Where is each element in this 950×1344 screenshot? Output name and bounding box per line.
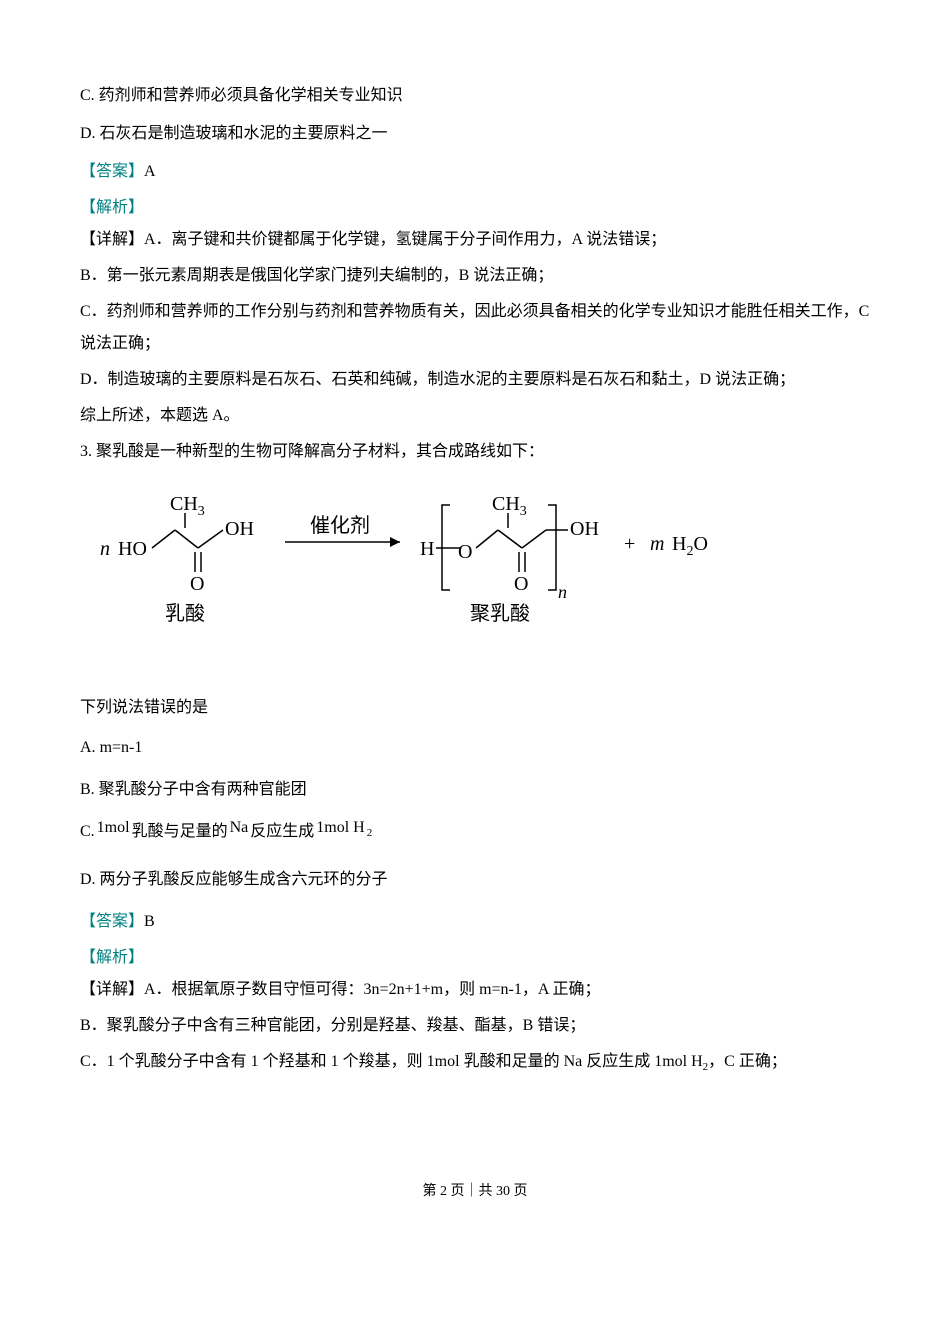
m-coeff: m: [650, 533, 664, 555]
h2o: H2O: [672, 533, 708, 559]
prod-bond-1: [476, 530, 498, 548]
q3-opt-c-prefix: C.: [80, 816, 95, 848]
q3-option-a: A. m=n-1: [80, 732, 870, 764]
q3-opt-c-1molh: 1mol H: [316, 812, 364, 844]
q2-option-d: D. 石灰石是制造玻璃和水泥的主要原料之一: [80, 118, 870, 150]
q2-detail-b: B．第一张元素周期表是俄国化学家门捷列夫编制的，B 说法正确；: [80, 260, 870, 292]
bond-1: [152, 530, 175, 548]
q3-detail-c-pre: C．1 个乳酸分子中含有 1 个羟基和 1 个羧基，则 1mol 乳酸和足量的 …: [80, 1053, 703, 1070]
q3-option-d: D. 两分子乳酸反应能够生成含六元环的分子: [80, 864, 870, 896]
arrow-head: [390, 537, 400, 547]
footer-post: 页: [510, 1184, 528, 1199]
q3-opt-c-h2: 2: [367, 822, 373, 844]
reactant-o: O: [190, 573, 204, 595]
q3-opt-c-na: Na: [230, 812, 249, 844]
q2-answer-row: 【答案】A: [80, 156, 870, 188]
reactant-ho: HO: [118, 538, 147, 560]
prod-bond-2: [498, 530, 522, 548]
q3-answer-label: 【答案】: [80, 913, 144, 930]
q3-detail-b: B．聚乳酸分子中含有三种官能团，分别是羟基、羧基、酯基，B 错误；: [80, 1010, 870, 1042]
q3-stem: 3. 聚乳酸是一种新型的生物可降解高分子材料，其合成路线如下：: [80, 436, 870, 468]
q3-analysis-label: 【解析】: [80, 942, 870, 974]
product-oh: OH: [570, 518, 599, 540]
footer-page: 2: [440, 1184, 447, 1199]
q2-option-c: C. 药剂师和营养师必须具备化学相关专业知识: [80, 80, 870, 112]
q3-opt-c-mid2: 反应生成: [250, 816, 314, 848]
page-footer: 第 2 页｜共 30 页: [80, 1178, 870, 1206]
q3-option-c: C. 1mol 乳酸与足量的 Na 反应生成 1mol H2: [80, 816, 870, 848]
reaction-diagram: n HO CH3 OH O 乳酸 催化剂 H O CH3: [90, 480, 870, 652]
q3-detail-c-post: ，C 正确；: [708, 1053, 787, 1070]
q2-analysis-label: 【解析】: [80, 192, 870, 224]
q2-answer-label: 【答案】: [80, 163, 144, 180]
product-h: H: [420, 538, 434, 560]
bond-2: [175, 530, 198, 548]
footer-pre: 第: [423, 1184, 441, 1199]
q3-subquestion: 下列说法错误的是: [80, 692, 870, 724]
q2-detail-d: D．制造玻璃的主要原料是石灰石、石英和纯碱，制造水泥的主要原料是石灰石和黏土，D…: [80, 364, 870, 396]
footer-total: 30: [496, 1184, 510, 1199]
reactant-label: 乳酸: [165, 602, 205, 625]
q3-option-b: B. 聚乳酸分子中含有两种官能团: [80, 774, 870, 806]
arrow-label: 催化剂: [310, 514, 370, 537]
bond-3: [198, 530, 223, 548]
q3-detail-a: 【详解】A．根据氧原子数目守恒可得：3n=2n+1+m，则 m=n-1，A 正确…: [80, 974, 870, 1006]
q3-opt-c-mid1: 乳酸与足量的: [132, 816, 228, 848]
product-o-left: O: [458, 541, 472, 563]
q3-detail-c: C．1 个乳酸分子中含有 1 个羟基和 1 个羧基，则 1mol 乳酸和足量的 …: [80, 1046, 870, 1078]
q3-answer-value: B: [144, 913, 155, 930]
product-o-bottom: O: [514, 573, 528, 595]
q2-detail-sum: 综上所述，本题选 A。: [80, 400, 870, 432]
reactant-ch3: CH3: [170, 493, 205, 519]
reactant-oh: OH: [225, 518, 254, 540]
q2-answer-value: A: [144, 163, 156, 180]
reactant-n: n: [100, 538, 110, 560]
plus-sign: +: [624, 533, 635, 555]
bracket-right: [548, 505, 556, 590]
prod-bond-3: [522, 530, 546, 548]
q3-opt-a-prefix: A.: [80, 739, 100, 756]
q3-opt-a-text: m=n-1: [100, 739, 143, 756]
q3-opt-c-1mol: 1mol: [97, 812, 130, 844]
q2-detail-a: 【详解】A．离子键和共价键都属于化学键，氢键属于分子间作用力，A 说法错误；: [80, 224, 870, 256]
footer-mid: 页｜共: [447, 1184, 496, 1199]
q3-answer-row: 【答案】B: [80, 906, 870, 938]
product-label: 聚乳酸: [470, 602, 530, 625]
product-ch3: CH3: [492, 493, 527, 519]
q2-detail-c: C．药剂师和营养师的工作分别与药剂和营养物质有关，因此必须具备相关的化学专业知识…: [80, 296, 870, 360]
product-n: n: [558, 582, 567, 602]
